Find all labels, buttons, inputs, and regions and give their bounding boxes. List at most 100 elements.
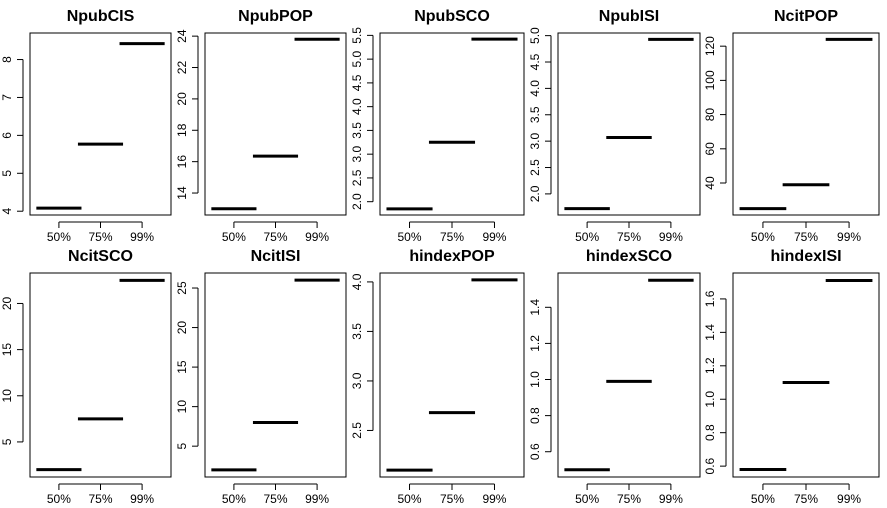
y-tick-label: 20 xyxy=(175,92,189,106)
panel-title: NcitISI xyxy=(251,248,301,265)
plot-frame xyxy=(204,32,347,216)
y-tick-label: 15 xyxy=(175,360,189,374)
y-tick-label: 8 xyxy=(0,56,14,63)
y-tick-label: 22 xyxy=(175,61,189,75)
y-tick-label: 3.5 xyxy=(528,106,542,123)
x-tick-label: 75% xyxy=(617,230,641,244)
x-tick-label: 75% xyxy=(794,492,818,506)
x-tick-label: 99% xyxy=(305,492,329,506)
y-tick-label: 1.2 xyxy=(528,335,542,352)
panel-title: NpubCIS xyxy=(67,8,135,25)
y-tick-label: 3.0 xyxy=(350,372,364,389)
y-tick-label: 1.2 xyxy=(703,357,717,374)
panel-NpubCIS: NpubCIS 4 5 6 7 8 50% 75% 99% xyxy=(0,8,172,244)
y-tick-label: 14 xyxy=(175,186,189,200)
plot-frame xyxy=(204,272,347,478)
panel-title: NpubSCO xyxy=(414,8,490,25)
plot-frame xyxy=(379,272,525,478)
y-tick-label: 0.8 xyxy=(703,424,717,441)
x-tick-label: 50% xyxy=(398,492,422,506)
y-tick-label: 5 xyxy=(0,170,14,177)
panel-title: hindexSCO xyxy=(586,248,672,265)
panel-NpubSCO: NpubSCO 2.0 2.5 3.0 3.5 4.0 4.5 5.0 5.5 50% 75% 99% xyxy=(350,8,525,244)
x-tick-label: 50% xyxy=(47,230,71,244)
x-tick-label: 99% xyxy=(837,492,861,506)
y-tick-label: 4.5 xyxy=(528,53,542,70)
y-tick-label: 4.0 xyxy=(350,98,364,115)
x-tick-label: 50% xyxy=(222,492,246,506)
y-tick-label: 2.5 xyxy=(350,422,364,439)
panel-title: NpubISI xyxy=(599,8,659,25)
x-tick-label: 99% xyxy=(305,230,329,244)
y-tick-label: 2.5 xyxy=(528,159,542,176)
y-tick-label: 5.5 xyxy=(350,27,364,44)
panel-NpubPOP: NpubPOP 14 16 18 20 22 24 50% 75% 99% xyxy=(175,8,347,244)
plot-frame xyxy=(29,272,172,478)
y-tick-label: 6 xyxy=(0,132,14,139)
y-tick-label: 20 xyxy=(175,321,189,335)
x-tick-label: 50% xyxy=(751,230,775,244)
y-tick-label: 60 xyxy=(703,142,717,156)
panel-title: hindexPOP xyxy=(409,248,495,265)
y-tick-label: 18 xyxy=(175,123,189,137)
panel-NcitSCO: NcitSCO 5 10 15 20 50% 75% 99% xyxy=(0,248,172,506)
x-tick-label: 99% xyxy=(130,230,154,244)
x-tick-label: 99% xyxy=(837,230,861,244)
panel-title: NcitSCO xyxy=(68,248,133,265)
x-tick-label: 50% xyxy=(222,230,246,244)
plot-frame xyxy=(732,32,880,216)
y-tick-label: 40 xyxy=(703,176,717,190)
y-tick-label: 1.0 xyxy=(703,391,717,408)
y-tick-label: 5 xyxy=(0,438,14,445)
panel-NcitISI: NcitISI 5 10 15 20 25 50% 75% 99% xyxy=(175,248,347,506)
x-tick-label: 75% xyxy=(88,230,112,244)
plot-frame xyxy=(29,32,172,216)
y-tick-label: 5.0 xyxy=(350,50,364,67)
y-tick-label: 3.0 xyxy=(350,146,364,163)
y-tick-label: 4 xyxy=(0,208,14,215)
y-tick-label: 0.8 xyxy=(528,407,542,424)
x-tick-label: 75% xyxy=(794,230,818,244)
y-tick-label: 4.0 xyxy=(350,273,364,290)
x-tick-label: 99% xyxy=(482,230,506,244)
y-tick-label: 25 xyxy=(175,281,189,295)
y-tick-label: 1.6 xyxy=(703,290,717,307)
x-tick-label: 50% xyxy=(575,492,599,506)
y-tick-label: 5.0 xyxy=(528,27,542,44)
y-tick-label: 24 xyxy=(175,29,189,43)
plot-frame xyxy=(379,32,525,216)
x-tick-label: 75% xyxy=(440,492,464,506)
y-tick-label: 4.0 xyxy=(528,80,542,97)
x-tick-label: 75% xyxy=(88,492,112,506)
x-tick-label: 99% xyxy=(659,230,683,244)
y-tick-label: 15 xyxy=(0,343,14,357)
y-tick-label: 80 xyxy=(703,108,717,122)
y-tick-label: 10 xyxy=(0,389,14,403)
y-tick-label: 2.0 xyxy=(528,185,542,202)
y-tick-label: 1.4 xyxy=(528,299,542,316)
y-tick-label: 7 xyxy=(0,94,14,101)
x-tick-label: 75% xyxy=(263,492,287,506)
x-tick-label: 50% xyxy=(398,230,422,244)
y-tick-label: 20 xyxy=(0,296,14,310)
y-tick-label: 1.0 xyxy=(528,371,542,388)
x-tick-label: 50% xyxy=(751,492,775,506)
y-tick-label: 120 xyxy=(703,36,717,56)
y-tick-label: 16 xyxy=(175,155,189,169)
plot-frame xyxy=(557,272,701,478)
y-tick-label: 100 xyxy=(703,70,717,90)
x-tick-label: 99% xyxy=(130,492,154,506)
y-tick-label: 3.0 xyxy=(528,132,542,149)
panel-title: NcitPOP xyxy=(774,8,838,25)
panel-NpubISI: NpubISI 2.0 2.5 3.0 3.5 4.0 4.5 5.0 50% 75% 99% xyxy=(528,8,701,244)
x-tick-label: 75% xyxy=(617,492,641,506)
y-tick-label: 3.5 xyxy=(350,323,364,340)
x-tick-label: 75% xyxy=(440,230,464,244)
y-tick-label: 4.5 xyxy=(350,74,364,91)
y-tick-label: 10 xyxy=(175,400,189,414)
x-tick-label: 50% xyxy=(575,230,599,244)
y-tick-label: 1.4 xyxy=(703,324,717,341)
plot-frame xyxy=(557,32,701,216)
x-tick-label: 75% xyxy=(263,230,287,244)
